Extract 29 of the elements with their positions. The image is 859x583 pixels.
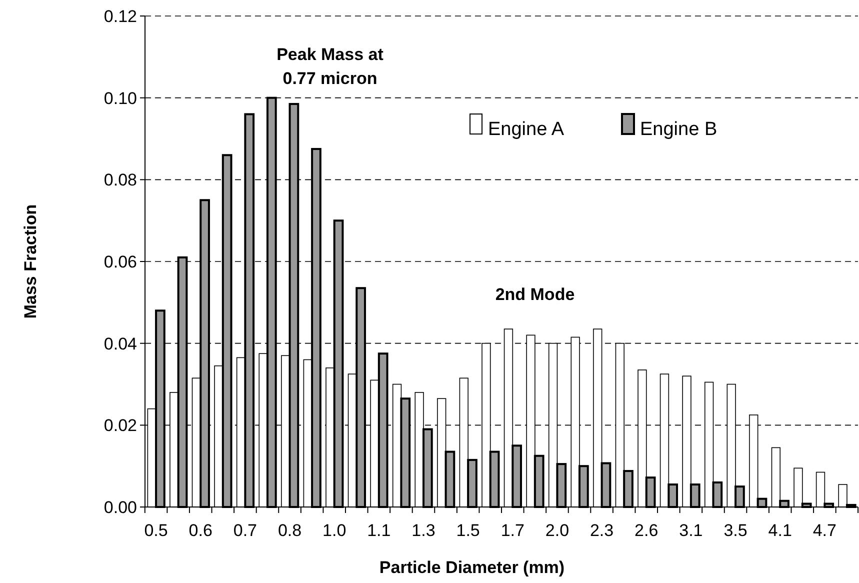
x-tick-label: 3.5: [724, 521, 748, 540]
x-tick-label: 2.0: [545, 521, 570, 540]
annotation: 2nd Mode: [495, 285, 575, 304]
legend-label: Engine A: [488, 119, 564, 140]
y-axis-title: Mass Fraction: [21, 204, 40, 319]
x-tick-label: 3.1: [679, 521, 703, 540]
x-tick-label: 0.5: [144, 521, 168, 540]
annotation: Peak Mass at 0.77 micron: [276, 45, 384, 88]
y-tick-label: 0.12: [104, 6, 137, 26]
x-tick-label: 1.0: [322, 521, 346, 540]
x-axis-title: Particle Diameter (mm): [379, 558, 565, 577]
x-tick-label: 2.3: [590, 521, 614, 540]
y-tick-label: 0.10: [104, 88, 137, 108]
y-tick-label: 0.00: [104, 498, 137, 517]
x-tick-label: 4.7: [812, 521, 836, 540]
x-tick-label: 1.5: [456, 521, 480, 540]
x-tick-label: 0.8: [278, 521, 302, 540]
x-tick-label: 0.6: [188, 521, 212, 540]
x-tick-label: 1.7: [500, 521, 524, 540]
x-tick-label: 2.6: [634, 521, 658, 540]
y-tick-label: 0.04: [104, 334, 137, 354]
x-tick-label: 4.1: [768, 521, 792, 540]
y-tick-label: 0.08: [104, 170, 137, 190]
x-tick-label: 1.1: [367, 521, 391, 540]
y-tick-label: 0.06: [104, 252, 137, 272]
x-tick-label: 0.7: [233, 521, 258, 540]
x-tick-label: 1.3: [412, 521, 436, 540]
legend-label: Engine B: [640, 119, 718, 140]
y-tick-label: 0.02: [104, 416, 137, 436]
